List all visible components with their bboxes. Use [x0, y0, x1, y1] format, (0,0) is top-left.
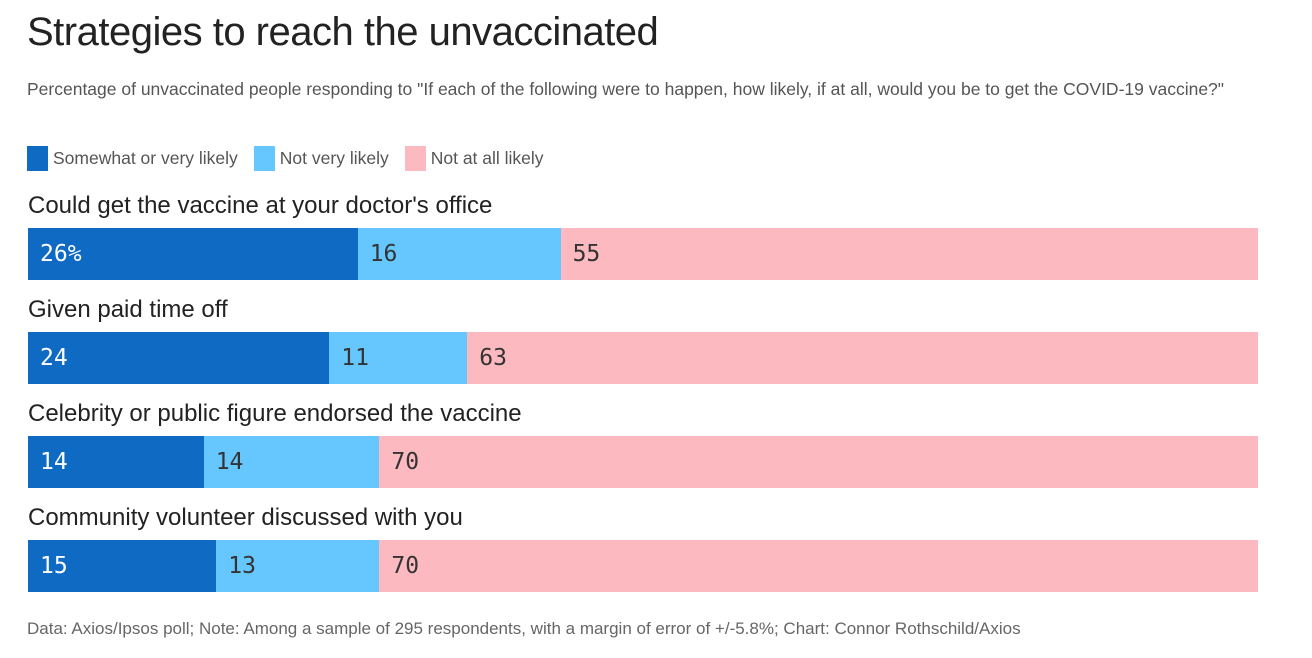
bar-segment-likely: [28, 332, 330, 384]
legend-swatch-not-at-all-likely: [404, 146, 426, 171]
bar-segment-not-very-likely: [203, 436, 380, 488]
data-label: 14: [215, 449, 244, 475]
legend-swatch-not-very-likely: [253, 146, 275, 171]
bar-row: 14 14 70: [28, 436, 1258, 488]
data-label: 13: [228, 553, 256, 579]
data-label: 63: [479, 345, 507, 371]
bar-segment-not-at-all-likely: [560, 228, 1258, 280]
bar-segment-not-very-likely: [216, 540, 380, 592]
bar-segment-likely: [28, 540, 217, 592]
data-label: 16: [369, 241, 398, 267]
data-label: 70: [391, 553, 420, 579]
data-label: 11: [341, 345, 369, 371]
legend-label-not-at-all-likely: Not at all likely: [430, 148, 544, 168]
category-label: Community volunteer discussed with you: [28, 504, 463, 531]
legend-swatch-likely: [27, 146, 48, 171]
data-label: 26%: [40, 241, 82, 267]
legend-label-not-very-likely: Not very likely: [279, 148, 389, 168]
bar-segment-likely: [28, 436, 204, 488]
category-label: Celebrity or public figure endorsed the …: [28, 400, 522, 427]
category-label: Could get the vaccine at your doctor's o…: [28, 192, 493, 219]
legend-item-not-at-all-likely: Not at all likely: [404, 146, 544, 171]
bar-row: 26% 16 55: [28, 228, 1258, 280]
data-label: 55: [572, 241, 601, 267]
category-label: Given paid time off: [28, 296, 228, 323]
bar-segment-not-at-all-likely: [467, 332, 1258, 384]
chart-footer: Data: Axios/Ipsos poll; Note: Among a sa…: [27, 619, 1021, 638]
data-label: 14: [40, 449, 68, 475]
legend-item-likely: Somewhat or very likely: [27, 146, 238, 171]
chart-title: Strategies to reach the unvaccinated: [27, 10, 659, 54]
bar-segment-not-at-all-likely: [379, 540, 1258, 592]
legend-label-likely: Somewhat or very likely: [53, 148, 238, 168]
legend: Somewhat or very likely Not very likely …: [27, 146, 560, 171]
data-label: 70: [391, 449, 420, 475]
bar-segment-not-very-likely: [357, 228, 561, 280]
bar-row: 15 13 70: [28, 540, 1258, 592]
legend-item-not-very-likely: Not very likely: [253, 146, 389, 171]
chart-subtitle: Percentage of unvaccinated people respon…: [27, 79, 1224, 99]
data-label: 15: [40, 553, 68, 579]
bar-segment-likely: [28, 228, 358, 280]
bar-segment-not-very-likely: [329, 332, 468, 384]
data-label: 24: [40, 345, 68, 371]
bar-row: 24 11 63: [28, 332, 1258, 384]
bar-segment-not-at-all-likely: [379, 436, 1258, 488]
